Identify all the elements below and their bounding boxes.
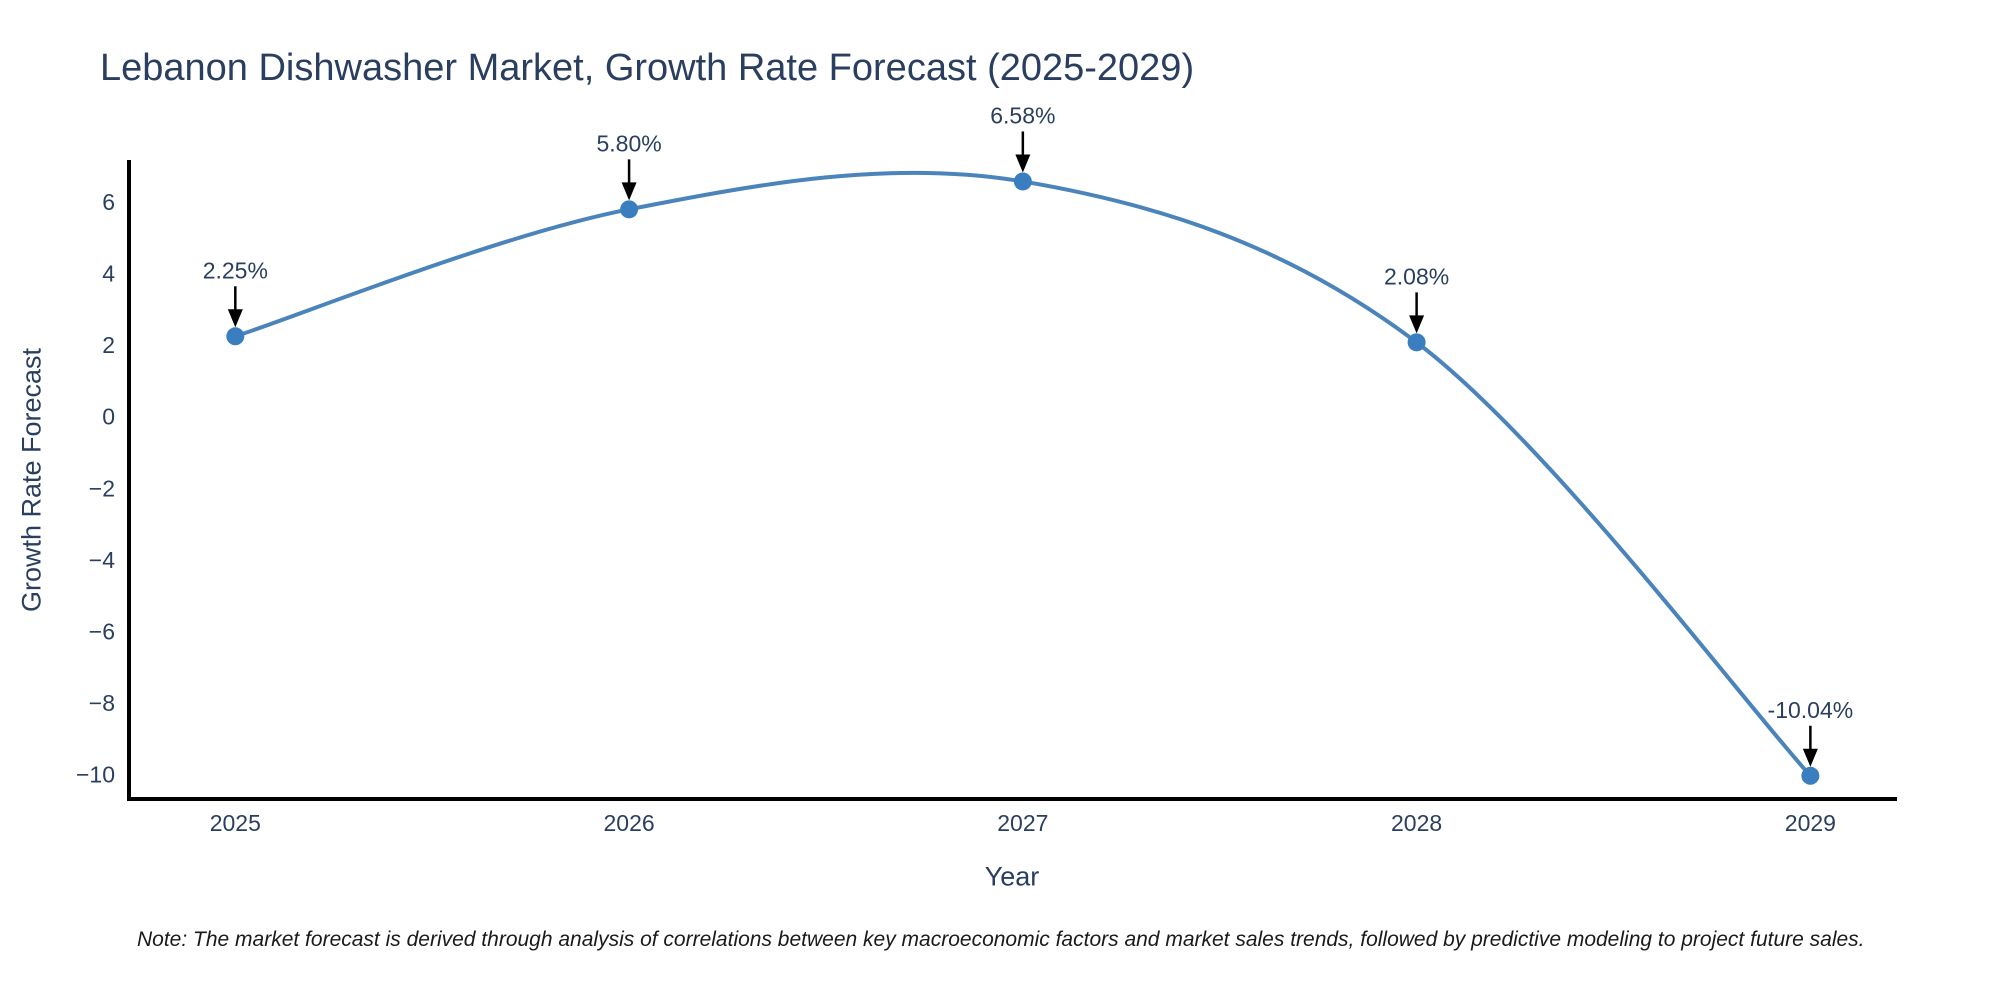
footnote: Note: The market forecast is derived thr… (137, 928, 1865, 951)
y-tick-label: 4 (102, 261, 115, 287)
annotation-arrowhead (1802, 748, 1818, 767)
data-point-marker (1801, 766, 1820, 785)
annotation-arrowhead (1409, 315, 1425, 334)
y-tick-label: 2 (102, 332, 115, 358)
forecast-line (234, 170, 1812, 778)
y-tick-label: 0 (102, 404, 115, 430)
chart-title: Lebanon Dishwasher Market, Growth Rate F… (100, 47, 1195, 89)
y-tick-label: −10 (76, 761, 115, 787)
annotation-label: 6.58% (990, 102, 1055, 128)
y-tick-label: 6 (102, 189, 115, 215)
x-tick-label: 2025 (210, 810, 261, 836)
x-tick-label: 2028 (1391, 810, 1442, 836)
data-point-marker (226, 327, 245, 346)
annotation-label: 2.08% (1384, 263, 1449, 289)
y-axis-title: Growth Rate Forecast (16, 347, 47, 613)
annotation-arrowhead (621, 182, 637, 201)
y-tick-label: −8 (89, 690, 115, 716)
annotation-label: 2.25% (203, 257, 268, 283)
data-point-marker (1013, 172, 1032, 191)
data-point-marker (1407, 333, 1426, 352)
annotation-label: -10.04% (1768, 697, 1854, 723)
annotation-arrowhead (227, 309, 243, 328)
y-tick-label: −6 (89, 618, 115, 644)
annotation-label: 5.80% (596, 130, 661, 156)
data-point-marker (620, 200, 639, 219)
x-axis-title: Year (984, 861, 1040, 892)
x-tick-label: 2026 (603, 810, 654, 836)
x-tick-label: 2027 (997, 810, 1048, 836)
x-tick-label: 2029 (1785, 810, 1836, 836)
y-tick-label: −2 (89, 475, 115, 501)
annotation-arrowhead (1015, 154, 1031, 173)
y-tick-label: −4 (89, 547, 115, 573)
